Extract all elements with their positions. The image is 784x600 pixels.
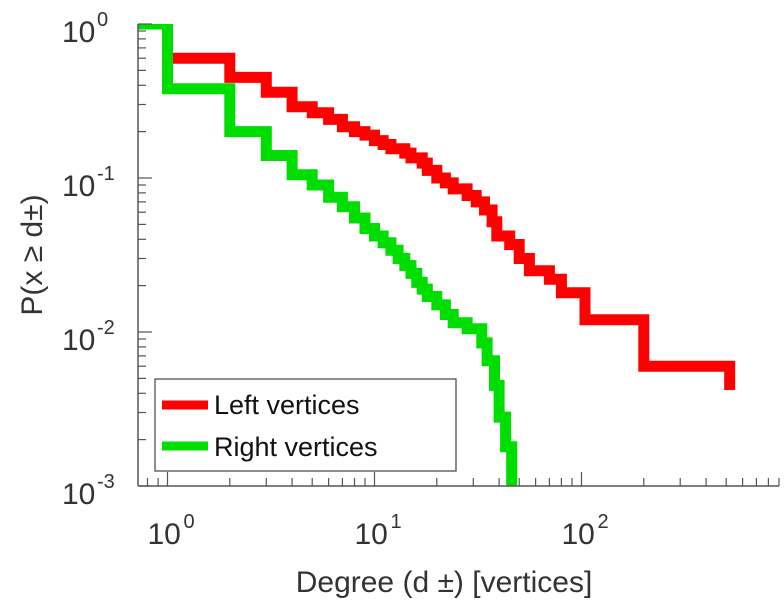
- axes-layer: [137, 24, 779, 487]
- series-line-right-vertices: [138, 24, 518, 486]
- x-ticks: [146, 472, 780, 486]
- y-ticks: [138, 23, 152, 487]
- legend-label-left: Left vertices: [214, 390, 360, 420]
- legend: Left vertices Right vertices: [154, 378, 457, 472]
- series-layer: [138, 24, 736, 486]
- y-tick-label-base: 10: [62, 16, 95, 49]
- y-tick-label-exponent: -2: [97, 317, 115, 339]
- y-axis-label: P(x ≥ d±): [16, 194, 49, 315]
- x-axis-label: Degree (d ±) [vertices]: [296, 566, 593, 599]
- x-tick-label-exponent: 2: [598, 511, 609, 533]
- x-tick-label-base: 10: [355, 518, 388, 551]
- legend-box: [154, 378, 457, 472]
- y-tick-label-exponent: -1: [97, 163, 115, 185]
- x-tick-label-exponent: 1: [391, 511, 402, 533]
- y-tick-label-base: 10: [62, 324, 95, 357]
- series-line-left-vertices: [138, 24, 736, 390]
- x-tick-label-base: 10: [148, 518, 181, 551]
- y-tick-label-base: 10: [62, 170, 95, 203]
- legend-label-right: Right vertices: [214, 432, 378, 462]
- x-tick-label-base: 10: [562, 518, 595, 551]
- tick-labels: 10 0 10 1 10 210 010 -110 -210 -3: [62, 9, 609, 551]
- y-tick-label-exponent: 0: [97, 9, 108, 31]
- y-tick-label-exponent: -3: [97, 471, 115, 493]
- x-tick-label-exponent: 0: [184, 511, 195, 533]
- y-tick-label-base: 10: [62, 478, 95, 511]
